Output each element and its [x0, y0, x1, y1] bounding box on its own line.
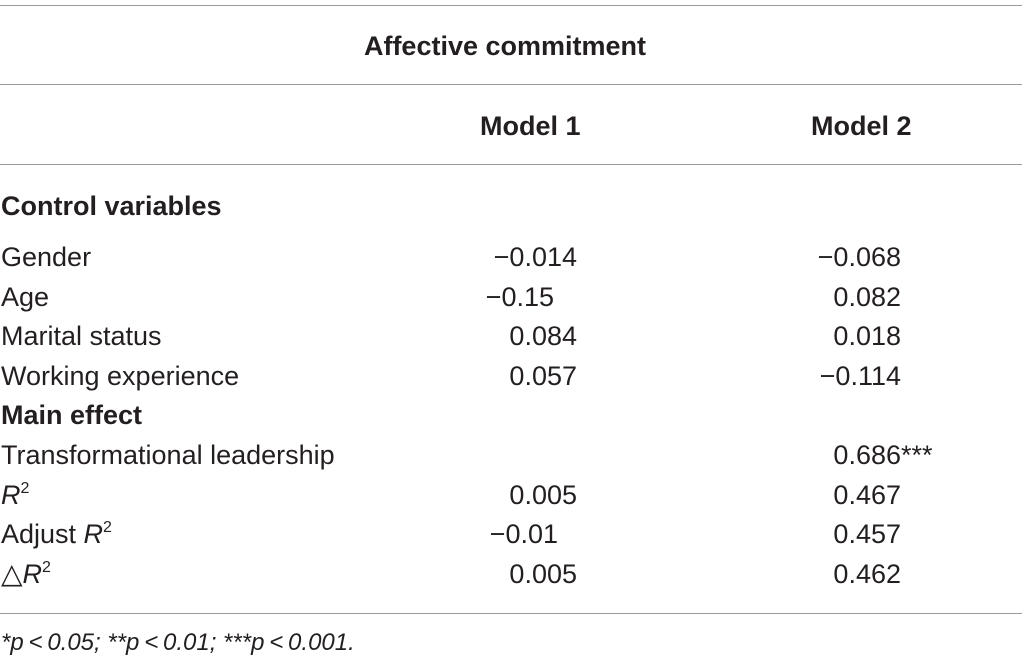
top-rule	[0, 5, 1022, 6]
model-2-value: 0.462	[833, 559, 901, 589]
table-row-gender: Gender −0.014 −0.068	[0, 237, 1022, 277]
column-header-model-1: Model 1	[480, 111, 581, 141]
section-label: Control variables	[1, 191, 222, 221]
superscript: 2	[42, 559, 51, 576]
significance-footnote: *p < 0.05; **p < 0.01; ***p < 0.001.	[1, 629, 355, 656]
r-symbol: R	[83, 519, 104, 549]
table-row-transformational-leadership: Transformational leadership 0.686 ***	[0, 435, 1022, 475]
model-2-value: 0.467	[833, 480, 901, 510]
model-1-value: −0.01	[489, 519, 558, 549]
header-rule	[0, 164, 1022, 165]
r-symbol: R	[1, 480, 21, 510]
superscript: 2	[103, 519, 112, 536]
row-label: Marital status	[1, 321, 162, 351]
row-label: Gender	[1, 242, 92, 272]
table-row-adjusted-r-squared: Adjust R2 −0.01 0.457	[0, 514, 1022, 554]
section-row-control: Control variables	[0, 186, 1022, 226]
significance-stars: ***	[901, 440, 933, 470]
model-2-value: 0.457	[833, 519, 901, 549]
table-row-r-squared: R2 0.005 0.467	[0, 475, 1022, 515]
delta-triangle-icon: △	[1, 558, 23, 589]
r-symbol: R	[22, 559, 43, 589]
table-row-age: Age −0.15 0.082	[0, 277, 1022, 317]
bottom-rule	[0, 613, 1022, 614]
model-1-value: −0.15	[485, 282, 554, 312]
model-1-value: 0.005	[509, 559, 577, 589]
title-rule	[0, 84, 1022, 85]
superscript: 2	[20, 480, 30, 497]
model-2-value: 0.018	[833, 321, 901, 351]
table-row-marital-status: Marital status 0.084 0.018	[0, 316, 1022, 356]
section-label: Main effect	[1, 400, 143, 430]
model-1-value: 0.057	[509, 361, 577, 391]
row-label: Age	[1, 282, 50, 312]
column-header-model-2: Model 2	[811, 111, 912, 141]
row-label: Transformational leadership	[1, 440, 335, 470]
model-2-value: −0.068	[817, 242, 901, 272]
coefficient: 0.686	[833, 440, 901, 470]
section-row-main-effect: Main effect	[0, 395, 1022, 435]
model-1-value: 0.005	[509, 480, 577, 510]
table-title: Affective commitment	[363, 31, 647, 61]
model-2-value: −0.114	[819, 361, 901, 391]
table-row-working-experience: Working experience 0.057 −0.114	[0, 356, 1022, 396]
row-label: Adjust R2	[1, 514, 112, 559]
table-row-delta-r-squared: △R2 0.005 0.462	[0, 554, 1022, 594]
model-2-value: 0.686 ***	[800, 435, 932, 475]
row-label: Working experience	[1, 361, 240, 391]
row-label: △R2	[1, 554, 51, 599]
model-1-value: −0.014	[493, 242, 577, 272]
model-2-value: 0.082	[833, 282, 901, 312]
adjust-prefix: Adjust	[1, 519, 84, 549]
model-1-value: 0.084	[509, 321, 577, 351]
row-label: R2	[1, 475, 29, 520]
